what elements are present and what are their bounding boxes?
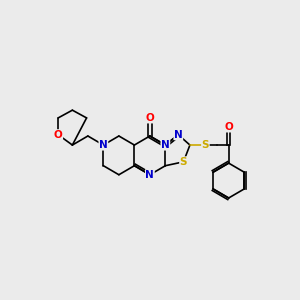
Text: S: S <box>180 157 187 167</box>
Text: S: S <box>202 140 209 150</box>
Text: O: O <box>146 113 154 123</box>
Text: N: N <box>161 140 170 150</box>
Text: N: N <box>99 140 108 150</box>
Text: O: O <box>54 130 62 140</box>
Text: O: O <box>224 122 233 132</box>
Text: N: N <box>146 170 154 180</box>
Text: N: N <box>174 130 183 140</box>
